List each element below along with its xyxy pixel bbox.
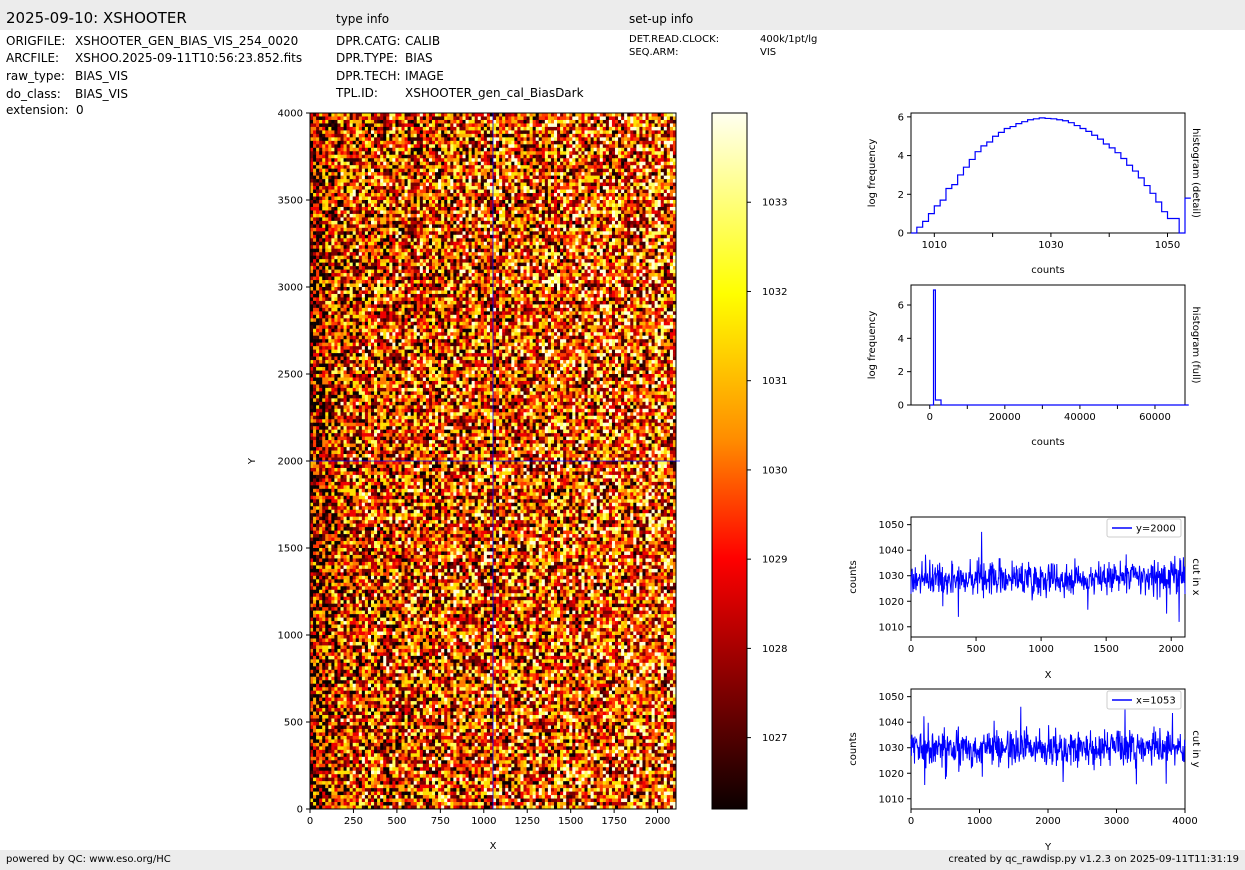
- x-tick-label: 1250: [515, 816, 540, 827]
- x-tick-label: 2000: [1158, 644, 1183, 655]
- side-label: cut in y: [1190, 730, 1201, 767]
- y-tick-label: 1040: [879, 718, 904, 729]
- y-tick-label: 3500: [278, 196, 303, 207]
- side-label: cut in x: [1190, 558, 1201, 595]
- y-tick-label: 0: [297, 805, 303, 816]
- colorbar-tick-label: 1032: [762, 287, 787, 298]
- y-tick-label: 4: [898, 334, 904, 345]
- y-tick-label: 4000: [278, 109, 303, 120]
- x-tick-label: 500: [967, 644, 986, 655]
- cut-line: [911, 707, 1185, 785]
- axes-frame: [911, 285, 1185, 405]
- legend-label: x=1053: [1136, 696, 1176, 707]
- colorbar-tick-label: 1031: [762, 376, 787, 387]
- x-tick-label: 750: [431, 816, 450, 827]
- x-tick-label: 500: [387, 816, 406, 827]
- colorbar-tick-label: 1027: [762, 733, 787, 744]
- y-tick-label: 2: [898, 367, 904, 378]
- y-tick-label: 3000: [278, 283, 303, 294]
- x-axis-label: X: [490, 841, 497, 852]
- x-tick-label: 1000: [471, 816, 496, 827]
- y-tick-label: 6: [898, 112, 904, 123]
- x-tick-label: 250: [344, 816, 363, 827]
- y-tick-label: 1010: [879, 794, 904, 805]
- footer-right: created by qc_rawdisp.py v1.2.3 on 2025-…: [948, 854, 1239, 865]
- y-tick-label: 1030: [879, 571, 904, 582]
- x-tick-label: 1000: [967, 816, 992, 827]
- y-axis-label: counts: [848, 560, 859, 593]
- y-axis-label: log frequency: [867, 311, 878, 380]
- y-tick-label: 1000: [278, 631, 303, 642]
- x-tick-label: 1030: [1038, 240, 1063, 251]
- y-tick-label: 1050: [879, 520, 904, 531]
- x-tick-label: 2000: [1035, 816, 1060, 827]
- y-axis-label: counts: [848, 732, 859, 765]
- x-tick-label: 20000: [989, 412, 1021, 423]
- legend-label: y=2000: [1136, 524, 1176, 535]
- y-tick-label: 0: [898, 401, 904, 412]
- y-tick-label: 1050: [879, 692, 904, 703]
- colorbar-tick-label: 1033: [762, 198, 787, 209]
- y-tick-label: 500: [284, 718, 303, 729]
- colorbar-tick-label: 1030: [762, 465, 787, 476]
- y-tick-label: 1020: [879, 769, 904, 780]
- axes-frame: [911, 113, 1185, 233]
- x-tick-label: 1750: [601, 816, 626, 827]
- y-tick-label: 2500: [278, 370, 303, 381]
- y-axis-label: Y: [247, 457, 258, 465]
- x-axis-label: counts: [1031, 437, 1064, 448]
- colorbar-tick-label: 1028: [762, 644, 787, 655]
- footer-left: powered by QC: www.eso.org/HC: [6, 854, 171, 865]
- x-axis-label: counts: [1031, 265, 1064, 276]
- side-label: histogram (full): [1190, 306, 1201, 383]
- histogram-line: [930, 290, 1189, 405]
- x-tick-label: 4000: [1172, 816, 1197, 827]
- x-tick-label: 3000: [1104, 816, 1129, 827]
- x-tick-label: 0: [307, 816, 313, 827]
- histogram-line: [911, 118, 1191, 233]
- y-tick-label: 1500: [278, 544, 303, 555]
- x-tick-label: 2000: [645, 816, 670, 827]
- y-tick-label: 2: [898, 190, 904, 201]
- x-tick-label: 1500: [1093, 644, 1118, 655]
- side-label: histogram (detail): [1190, 128, 1201, 218]
- cut-line: [911, 532, 1185, 622]
- colorbar-tick-label: 1029: [762, 555, 787, 566]
- colorbar: [712, 113, 747, 809]
- x-tick-label: 40000: [1064, 412, 1096, 423]
- y-axis-label: log frequency: [867, 139, 878, 208]
- x-tick-label: 1500: [558, 816, 583, 827]
- x-tick-label: 1010: [922, 240, 947, 251]
- x-tick-label: 0: [908, 644, 914, 655]
- x-axis-label: Y: [1044, 842, 1052, 853]
- y-tick-label: 1020: [879, 597, 904, 608]
- x-tick-label: 1000: [1028, 644, 1053, 655]
- y-tick-label: 2000: [278, 457, 303, 468]
- x-tick-label: 60000: [1139, 412, 1171, 423]
- x-axis-label: X: [1045, 670, 1052, 681]
- x-tick-label: 1050: [1155, 240, 1180, 251]
- x-tick-label: 0: [927, 412, 933, 423]
- x-tick-label: 0: [908, 816, 914, 827]
- y-tick-label: 6: [898, 301, 904, 312]
- y-tick-label: 1030: [879, 743, 904, 754]
- y-tick-label: 0: [898, 229, 904, 240]
- y-tick-label: 4: [898, 151, 904, 162]
- y-tick-label: 1040: [879, 546, 904, 557]
- y-tick-label: 1010: [879, 622, 904, 633]
